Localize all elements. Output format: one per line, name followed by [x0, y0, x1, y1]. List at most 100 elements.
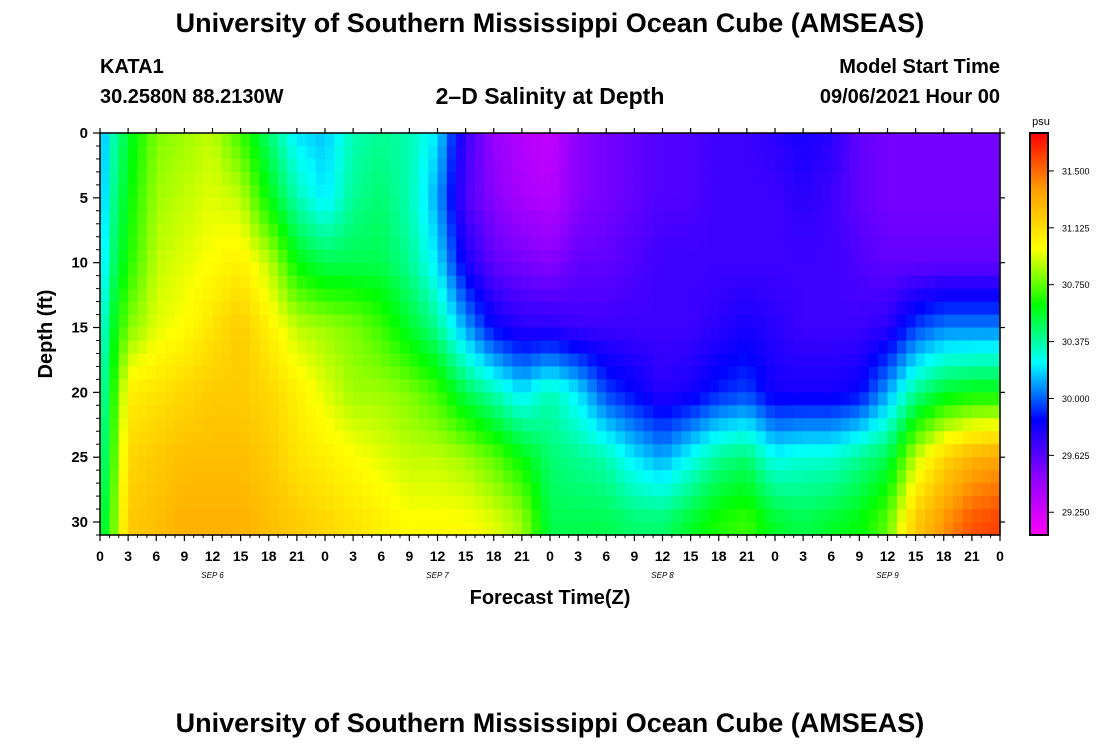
- heatmap-cell: [146, 340, 157, 355]
- heatmap-cell: [765, 288, 776, 303]
- heatmap-cell: [990, 353, 1001, 368]
- heatmap-cell: [896, 379, 907, 393]
- heatmap-cell: [981, 509, 992, 523]
- heatmap-cell: [221, 184, 232, 199]
- heatmap-cell: [193, 275, 204, 290]
- heatmap-cell: [428, 223, 439, 238]
- heatmap-cell: [887, 171, 898, 186]
- heatmap-cell: [793, 509, 804, 523]
- heatmap-cell: [203, 223, 214, 238]
- heatmap-cell: [587, 327, 598, 342]
- heatmap-cell: [315, 197, 326, 212]
- x-tick-label: 21: [514, 548, 530, 564]
- heatmap-cell: [643, 457, 654, 471]
- heatmap-cell: [634, 262, 645, 277]
- heatmap-cell: [259, 145, 270, 160]
- heatmap-cell: [203, 158, 214, 173]
- heatmap-cell: [559, 314, 570, 329]
- heatmap-cell: [831, 509, 842, 523]
- heatmap-cell: [343, 288, 354, 303]
- heatmap-cell: [381, 184, 392, 199]
- heatmap-cell: [793, 314, 804, 329]
- heatmap-cell: [868, 340, 879, 355]
- heatmap-cell: [306, 314, 317, 329]
- heatmap-cell: [343, 301, 354, 316]
- heatmap-cell: [437, 223, 448, 238]
- heatmap-cell: [793, 184, 804, 199]
- heatmap-cell: [596, 275, 607, 290]
- heatmap-cell: [100, 223, 110, 238]
- heatmap-cell: [756, 327, 767, 342]
- heatmap-cell: [850, 275, 860, 290]
- heatmap-cell: [156, 366, 167, 380]
- heatmap-cell: [531, 353, 542, 368]
- heatmap-cell: [437, 301, 448, 316]
- heatmap-cell: [896, 236, 907, 251]
- heatmap-cell: [700, 457, 710, 471]
- heatmap-cell: [165, 522, 176, 536]
- colorbar-tick-label: 31.125: [1062, 223, 1090, 233]
- heatmap-cell: [793, 496, 804, 510]
- model-start-label: Model Start Time: [839, 56, 1000, 78]
- heatmap-cell: [850, 392, 860, 406]
- heatmap-cell: [371, 262, 382, 277]
- heatmap-cell: [906, 327, 917, 342]
- heatmap-cell: [390, 171, 401, 186]
- heatmap-cell: [193, 301, 204, 316]
- heatmap-cell: [840, 158, 851, 173]
- heatmap-cell: [943, 314, 954, 329]
- heatmap-cell: [784, 262, 795, 277]
- heatmap-cell: [193, 457, 204, 471]
- heatmap-cell: [353, 444, 364, 458]
- heatmap-cell: [512, 223, 523, 238]
- heatmap-cell: [156, 262, 167, 277]
- heatmap-cell: [109, 457, 120, 471]
- heatmap-cell: [784, 223, 795, 238]
- heatmap-cell: [531, 379, 542, 393]
- heatmap-cell: [662, 314, 673, 329]
- heatmap-cell: [475, 236, 485, 251]
- heatmap-cell: [390, 405, 401, 419]
- heatmap-cell: [784, 184, 795, 199]
- heatmap-cell: [718, 470, 729, 484]
- heatmap-cell: [803, 210, 814, 225]
- heatmap-cell: [812, 288, 823, 303]
- heatmap-cell: [343, 392, 354, 406]
- heatmap-cell: [400, 392, 410, 406]
- heatmap-cell: [175, 418, 185, 432]
- heatmap-cell: [315, 171, 326, 186]
- heatmap-cell: [221, 522, 232, 536]
- heatmap-cell: [784, 509, 795, 523]
- heatmap-cell: [784, 483, 795, 497]
- heatmap-cell: [493, 314, 504, 329]
- heatmap-cell: [203, 457, 214, 471]
- heatmap-cell: [437, 133, 448, 147]
- heatmap-cell: [831, 379, 842, 393]
- heatmap-cell: [334, 210, 345, 225]
- heatmap-cell: [896, 340, 907, 355]
- heatmap-cell: [671, 145, 682, 160]
- heatmap-cell: [503, 392, 514, 406]
- heatmap-cell: [559, 288, 570, 303]
- heatmap-cell: [296, 145, 307, 160]
- heatmap-cell: [934, 366, 945, 380]
- heatmap-cell: [296, 133, 307, 147]
- heatmap-cell: [643, 249, 654, 264]
- heatmap-cell: [156, 379, 167, 393]
- heatmap-cell: [718, 301, 729, 316]
- heatmap-cell: [868, 262, 879, 277]
- heatmap-cell: [456, 379, 467, 393]
- heatmap-cell: [550, 327, 560, 342]
- heatmap-cell: [746, 275, 757, 290]
- heatmap-cell: [559, 431, 570, 445]
- heatmap-cell: [381, 353, 392, 368]
- heatmap-cell: [128, 418, 139, 432]
- heatmap-cell: [971, 457, 982, 471]
- heatmap-cell: [765, 483, 776, 497]
- heatmap-cell: [718, 223, 729, 238]
- heatmap-cell: [803, 171, 814, 186]
- heatmap-cell: [990, 405, 1001, 419]
- heatmap-cell: [109, 470, 120, 484]
- heatmap-cell: [428, 353, 439, 368]
- heatmap-cell: [578, 470, 589, 484]
